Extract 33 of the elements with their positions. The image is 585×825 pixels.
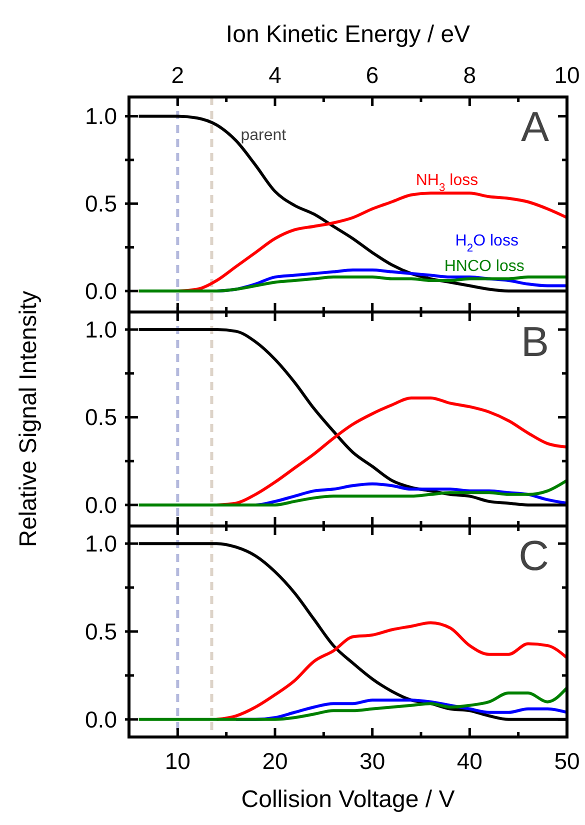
line-series — [137, 276, 567, 293]
annotation: C — [518, 532, 549, 579]
y-tick-label: 0.5 — [85, 404, 117, 430]
y-tick-label: 0.5 — [85, 190, 117, 217]
y-tick-label: 0.5 — [85, 618, 117, 644]
y-tick-label: 0.0 — [85, 492, 117, 518]
x2-tick-label: 10 — [554, 62, 580, 88]
y-axis-title: Relative Signal Intensity — [15, 290, 42, 548]
series-label: H$_{2}$O loss — [455, 232, 518, 254]
series-label: HNCO loss — [444, 258, 524, 276]
x-tick-label: 40 — [456, 748, 482, 774]
x2-tick-label: 6 — [366, 62, 379, 88]
x-axis-title: Collision Voltage / V — [241, 786, 455, 813]
x-tick-label: 20 — [262, 748, 288, 774]
annotation: B — [520, 318, 549, 365]
x2-tick-label: 2 — [171, 62, 184, 88]
y-tick-label: 0.0 — [85, 706, 117, 732]
y-tick-label: 1.0 — [85, 103, 117, 130]
annotation: A — [520, 103, 549, 150]
x-tick-label: 30 — [360, 748, 386, 774]
x-tick-label: 50 — [554, 748, 580, 774]
x2-tick-label: 8 — [463, 62, 476, 88]
y-tick-label: 1.0 — [85, 530, 117, 557]
x2-axis-title: Ion Kinetic Energy / eV — [226, 21, 470, 48]
line-series — [215, 621, 567, 721]
line-series — [137, 478, 567, 506]
series-label: parent — [240, 127, 287, 144]
line-series — [137, 686, 567, 721]
y-tick-label: 1.0 — [85, 316, 117, 343]
x-tick-label: 10 — [164, 748, 190, 774]
y-tick-label: 0.0 — [85, 278, 117, 304]
x2-tick-label: 4 — [268, 62, 282, 88]
series-label: NH$_{3}$ loss — [416, 172, 478, 194]
